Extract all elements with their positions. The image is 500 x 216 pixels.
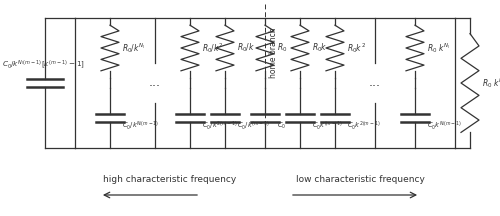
Text: home branch: home branch (268, 27, 278, 78)
Text: ...: ... (369, 76, 381, 89)
Text: $R_0/k$: $R_0/k$ (237, 42, 255, 54)
Text: $C_0$: $C_0$ (277, 121, 286, 131)
Text: high characteristic frequency: high characteristic frequency (104, 175, 236, 184)
Text: $R_0$: $R_0$ (277, 42, 287, 54)
Text: $R_0k$: $R_0k$ (312, 42, 328, 54)
Text: ...: ... (149, 76, 161, 89)
Text: $R_0\ k^{N_l}$: $R_0\ k^{N_l}$ (427, 41, 450, 55)
Text: $C_0/k^{N_l(m-1)}[k^{(m-1)}-1]$: $C_0/k^{N_l(m-1)}[k^{(m-1)}-1]$ (2, 59, 85, 71)
Text: $C_0/k^{N_l(m-1)}$: $C_0/k^{N_l(m-1)}$ (122, 120, 159, 132)
Text: low characteristic frequency: low characteristic frequency (296, 175, 424, 184)
Text: $R_0/k^2$: $R_0/k^2$ (202, 41, 224, 55)
Text: $C_0k^{N_l(m-1)}$: $C_0k^{N_l(m-1)}$ (427, 120, 462, 132)
Text: $C_0/k^{(m-1)}$: $C_0/k^{(m-1)}$ (237, 120, 270, 132)
Text: $C_0k^{(m-1)}$: $C_0k^{(m-1)}$ (312, 120, 342, 132)
Text: $R_0\ k^{N_l}(k\!-\!1)$: $R_0\ k^{N_l}(k\!-\!1)$ (482, 76, 500, 90)
Text: $C_0/k^{2(m-1)}$: $C_0/k^{2(m-1)}$ (202, 120, 237, 132)
Text: $C_0k^{2(m-1)}$: $C_0k^{2(m-1)}$ (347, 120, 380, 132)
Text: $R_0/k^{N_l}$: $R_0/k^{N_l}$ (122, 41, 146, 55)
Text: $R_0k^2$: $R_0k^2$ (347, 41, 366, 55)
